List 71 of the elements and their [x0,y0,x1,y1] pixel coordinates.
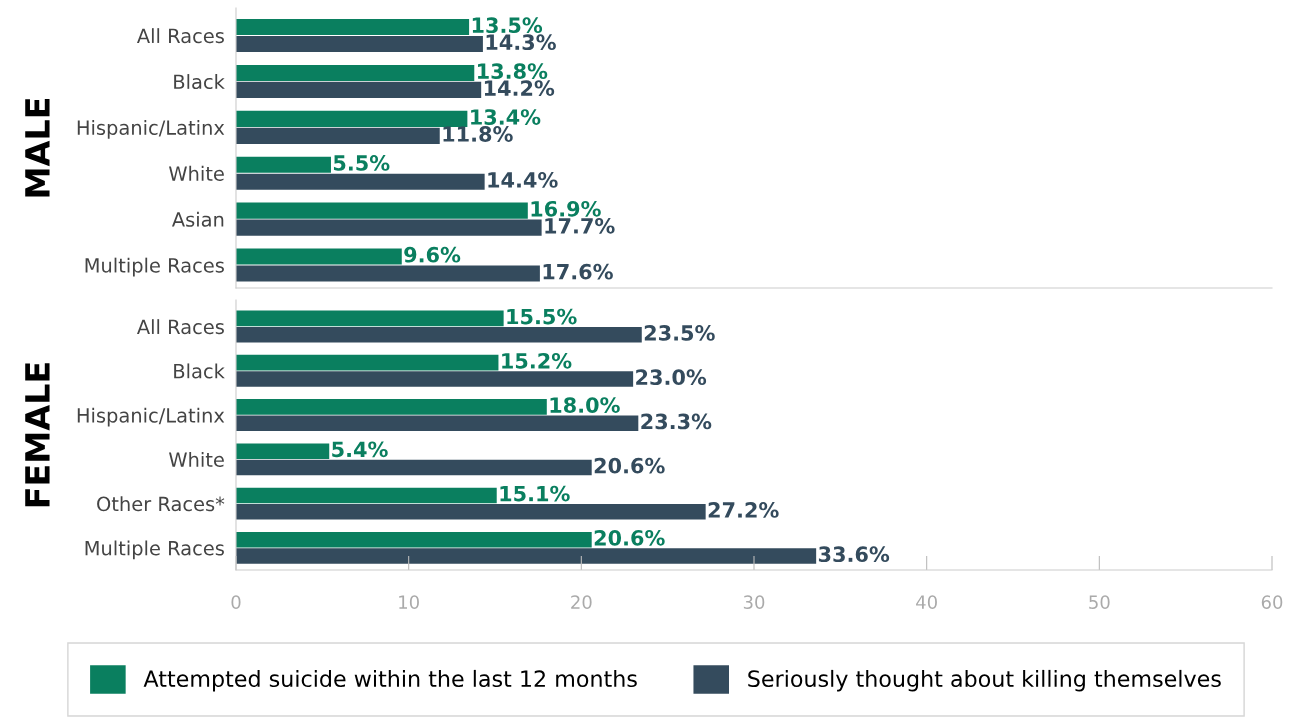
bar [236,35,483,53]
y-tick-label: Black [174,74,225,90]
data-label: 14.3% [486,34,556,51]
data-label: 27.2% [708,502,779,518]
bar [236,18,470,36]
x-tick-label: 20 [571,595,592,609]
bar [236,64,475,82]
bar [236,173,485,190]
data-label: 5.5% [333,155,390,171]
data-label: 11.8% [443,126,513,142]
bar [236,310,504,327]
y-tick-label: Multiple Races [85,540,224,560]
y-tick-label: Multiple Races [85,257,224,277]
data-label: 23.3% [641,413,712,430]
data-label: 15.2% [502,352,572,369]
bar [236,354,499,371]
x-tick-label: 60 [1261,595,1283,609]
bar [236,81,482,98]
bar [236,504,706,520]
data-label: 20.6% [594,457,665,474]
y-tick-label: Hispanic/Latinx [77,119,225,139]
y-axis-title: MALE [25,98,50,197]
y-tick-label: White [169,451,224,468]
data-label: 15.1% [500,485,570,502]
legend-label: Attempted suicide within the last 12 months [143,669,637,692]
data-label: 15.5% [507,308,577,325]
bar [236,127,440,144]
data-label: 18.0% [550,397,620,413]
bar [236,443,330,459]
data-label: 13.4% [471,109,541,125]
bar [236,371,634,387]
data-label: 16.9% [531,200,601,217]
data-label: 13.5% [472,17,543,34]
data-label: 14.4% [488,172,558,188]
data-label: 20.6% [594,529,665,546]
data-label: 17.7% [545,217,615,234]
data-label: 5.4% [332,441,388,458]
bar [236,548,817,564]
data-label: 13.8% [478,63,548,79]
bar [236,326,642,343]
y-tick-label: White [169,165,224,181]
x-tick-label: 40 [916,595,937,609]
y-tick-label: Other Races* [97,496,225,512]
data-label: 33.6% [818,546,890,563]
y-tick-label: Black [174,363,225,379]
x-tick-label: 30 [743,595,765,609]
y-tick-label: All Races [136,28,224,44]
y-tick-label: Asian [171,211,224,227]
bar [236,248,402,265]
bar [236,156,331,173]
data-label: 23.0% [636,369,707,386]
bar [236,110,468,127]
y-tick-label: All Races [136,319,224,335]
data-label: 23.5% [644,325,715,341]
y-axis-title: FEMALE [25,363,50,507]
legend-label: Seriously thought about killing themselves [748,669,1221,692]
bar [236,487,497,504]
bar [236,415,639,432]
x-tick-label: 50 [1089,595,1110,609]
bar [236,202,528,219]
x-tick-label: 10 [399,595,419,609]
bar [236,219,542,236]
bar [236,531,592,548]
x-tick-label: 0 [231,595,241,609]
data-label: 9.6% [404,246,461,263]
y-tick-label: Hispanic/Latinx [77,407,225,427]
data-label: 17.6% [543,263,613,280]
bar [236,399,547,415]
data-label: 14.2% [484,80,555,96]
bar [236,265,540,282]
bar [236,459,592,476]
